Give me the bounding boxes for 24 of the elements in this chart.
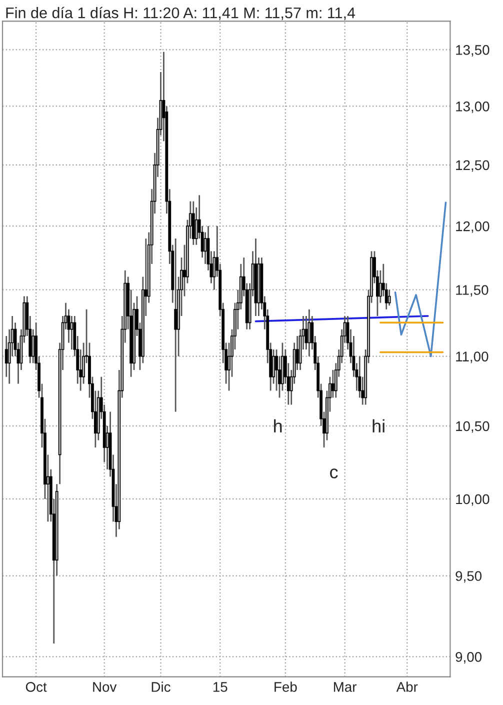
x-tick-label: Dic (152, 682, 170, 692)
y-tick-label: 10,50 (456, 421, 490, 433)
candlestick (308, 308, 311, 357)
y-tick-label: 10,00 (456, 494, 490, 506)
x-tick-label: Oct (26, 682, 47, 692)
y-tick-label: 11,50 (456, 285, 488, 297)
line-series (394, 202, 447, 358)
y-tick-label: 11,00 (456, 352, 488, 364)
x-tick-label: 15 (213, 682, 228, 692)
x-tick-label: Abr (396, 682, 418, 692)
x-tick-label: Mar (334, 682, 357, 692)
y-tick-label: 13,50 (456, 45, 490, 57)
candlestick (174, 238, 178, 412)
y-tick-label: 9,50 (456, 571, 482, 583)
chart-title: Fin de día 1 días H: 11:20 A: 11,41 M: 11,57 m: 11,4 (6, 6, 356, 20)
annotation: c (330, 468, 338, 478)
x-tick-label: Nov (93, 682, 117, 692)
y-tick-label: 13,00 (456, 102, 490, 114)
x-tick-label: Feb (274, 682, 297, 692)
y-tick-label: 9,00 (456, 652, 482, 664)
annotation: h (274, 419, 282, 432)
y-tick-label: 12,50 (456, 160, 490, 172)
annotation: hi (372, 419, 384, 432)
y-tick-label: 12,00 (456, 221, 490, 233)
